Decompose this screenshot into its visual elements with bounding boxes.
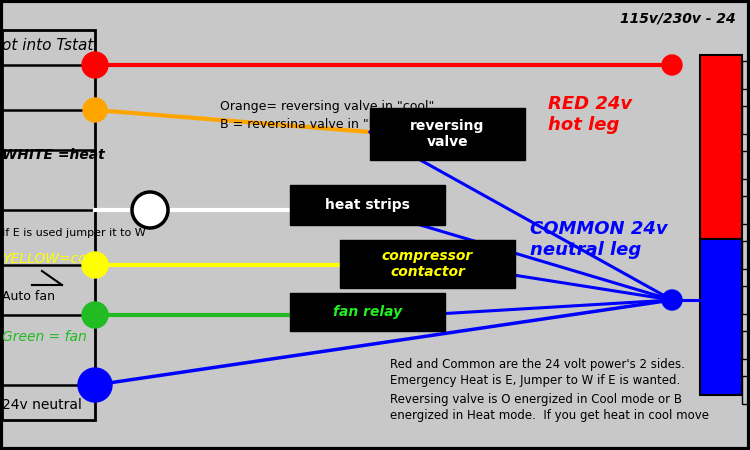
Text: Green = fan: Green = fan — [2, 330, 87, 344]
Text: ot into Tstat: ot into Tstat — [2, 38, 93, 53]
Bar — [742, 106, 750, 134]
Bar — [742, 376, 750, 404]
Text: energized in Heat mode.  If you get heat in cool move: energized in Heat mode. If you get heat … — [390, 409, 709, 422]
Bar — [370, 108, 525, 160]
Text: Orange= reversing valve in "cool": Orange= reversing valve in "cool" — [220, 100, 434, 113]
Circle shape — [83, 98, 107, 122]
Circle shape — [82, 252, 108, 278]
Text: 24v neutral: 24v neutral — [2, 398, 82, 412]
Circle shape — [82, 302, 108, 328]
Text: reversing
valve: reversing valve — [410, 119, 485, 149]
Text: Emergency Heat is E, Jumper to W if E is wanted.: Emergency Heat is E, Jumper to W if E is… — [390, 374, 680, 387]
Circle shape — [82, 52, 108, 78]
Text: compressor
contactor: compressor contactor — [382, 249, 473, 279]
Text: B = reversina valve in "heat": B = reversina valve in "heat" — [220, 118, 403, 131]
Text: 115v/230v - 24: 115v/230v - 24 — [620, 12, 736, 26]
Bar — [700, 238, 742, 395]
Bar — [742, 61, 750, 89]
Bar — [742, 286, 750, 314]
Bar — [2, 30, 95, 420]
Text: RED 24v
hot leg: RED 24v hot leg — [548, 95, 632, 134]
Bar — [290, 185, 445, 225]
Text: Red and Common are the 24 volt power's 2 sides.: Red and Common are the 24 volt power's 2… — [390, 358, 685, 371]
Circle shape — [662, 290, 682, 310]
Text: WHITE =heat: WHITE =heat — [2, 148, 105, 162]
Bar — [742, 151, 750, 179]
Bar — [340, 240, 515, 288]
Text: Reversing valve is O energized in Cool mode or B: Reversing valve is O energized in Cool m… — [390, 393, 682, 406]
Text: YELLOW=cool: YELLOW=cool — [2, 252, 99, 266]
Circle shape — [132, 192, 168, 228]
Text: fan relay: fan relay — [333, 305, 402, 319]
Text: heat strips: heat strips — [325, 198, 410, 212]
Bar — [742, 196, 750, 224]
Bar — [742, 331, 750, 359]
Circle shape — [78, 368, 112, 402]
Bar — [290, 293, 445, 331]
Circle shape — [662, 55, 682, 75]
Text: If E is used jumper it to W: If E is used jumper it to W — [2, 228, 146, 238]
Text: Auto fan: Auto fan — [2, 290, 55, 303]
Text: COMMON 24v
neutral leg: COMMON 24v neutral leg — [530, 220, 668, 259]
Bar — [742, 241, 750, 269]
Bar — [700, 55, 742, 239]
